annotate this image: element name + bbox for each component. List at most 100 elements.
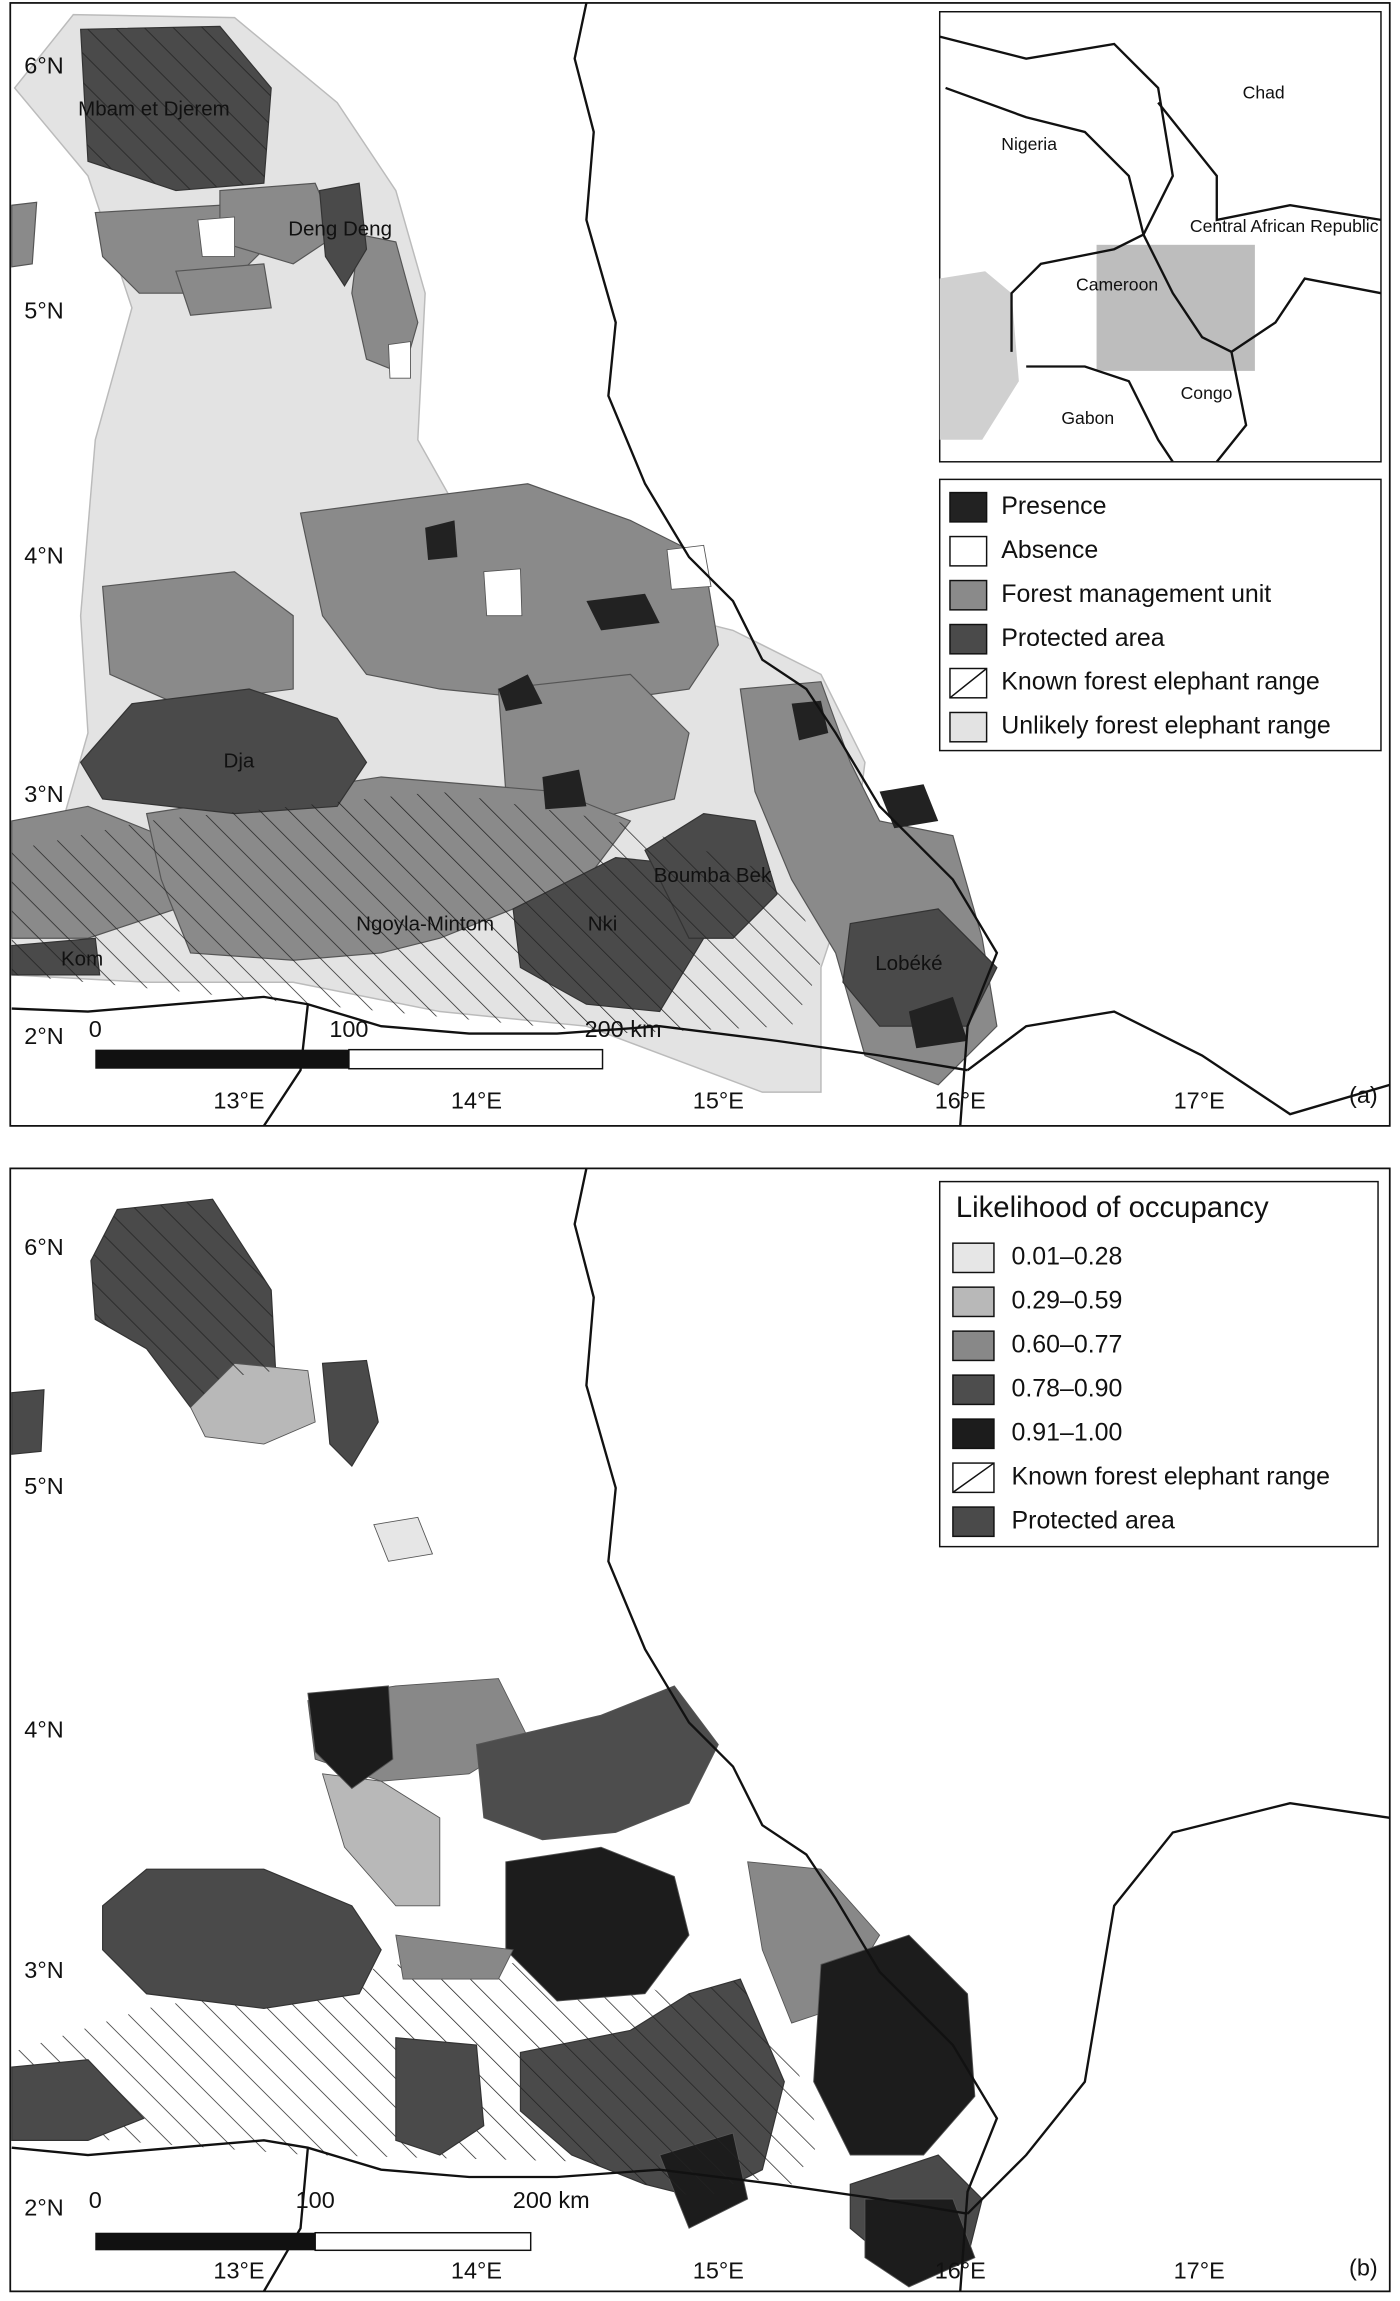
occupancy-units <box>190 1362 976 2288</box>
map-shape <box>373 1516 434 1562</box>
legend-swatch <box>952 1506 995 1538</box>
legend-label: Presence <box>1001 492 1106 520</box>
scale-segment <box>314 2231 532 2252</box>
lon-label: 13°E <box>213 2257 264 2283</box>
map-shape <box>879 784 939 829</box>
legend-swatch <box>949 579 988 611</box>
panel-frame <box>9 1167 1391 2293</box>
inset-label: Congo <box>1181 383 1233 403</box>
lon-label: 14°E <box>451 1088 502 1114</box>
place-label: Kom <box>61 948 103 971</box>
country-border <box>262 2147 310 2292</box>
scale-bar: 0 100 200 km <box>89 2187 590 2252</box>
legend-label: 0.91–1.00 <box>1012 1418 1123 1446</box>
lon-label: 17°E <box>1174 2257 1225 2283</box>
map-shape <box>586 593 660 631</box>
lat-label: 4°N <box>24 1717 63 1743</box>
inset-label: Nigeria <box>1001 134 1057 154</box>
lat-label: 5°N <box>24 297 63 323</box>
map-shape <box>321 1359 379 1467</box>
lon-label: 16°E <box>935 2257 986 2283</box>
map-shape <box>175 263 272 316</box>
lon-labels: 13°E 14°E 15°E 16°E 17°E <box>213 1088 1224 1114</box>
panel-label: (a) <box>1349 1082 1378 1108</box>
place-label: Dja <box>224 750 255 773</box>
elephant-range <box>80 26 272 191</box>
lat-label: 6°N <box>24 53 63 79</box>
scale-label: 200 km <box>585 1016 662 1042</box>
ocean <box>939 271 1019 440</box>
place-label: Deng Deng <box>288 218 392 241</box>
legend-label: Protected area <box>1001 624 1165 652</box>
place-label: Nki <box>588 912 618 935</box>
place-labels: Mbam et Djerem Deng Deng Dja Ngoyla-Mint… <box>61 97 943 975</box>
scale-label: 0 <box>89 1016 102 1042</box>
map-shape <box>307 1685 394 1790</box>
place-label: Mbam et Djerem <box>78 97 230 120</box>
map-shape <box>505 1846 690 2002</box>
legend-swatch <box>949 491 988 523</box>
lon-label: 15°E <box>693 1088 744 1114</box>
country-border <box>262 1004 310 1127</box>
map-shape <box>498 674 543 712</box>
lon-label: 15°E <box>693 2257 744 2283</box>
legend-label: Known forest elephant range <box>1001 668 1319 696</box>
scale-label: 100 <box>296 2187 335 2213</box>
map-shape <box>11 2059 145 2141</box>
lon-label: 13°E <box>213 1088 264 1114</box>
place-label: Ngoyla-Mintom <box>356 912 494 935</box>
legend-label: Protected area <box>1012 1506 1176 1534</box>
legend-label: 0.29–0.59 <box>1012 1286 1123 1314</box>
inset-border <box>1215 351 1248 463</box>
map-shape <box>475 1685 719 1841</box>
map-shape <box>395 1934 514 1980</box>
lat-labels: 6°N 5°N 4°N 3°N 2°N <box>24 53 63 1049</box>
map-shape <box>908 996 968 1049</box>
lat-label: 2°N <box>24 2194 63 2220</box>
map-shape <box>318 182 368 287</box>
inset-label: Cameroon <box>1076 275 1158 295</box>
presence-cells <box>425 520 968 1049</box>
legend-frame <box>938 1180 1379 1548</box>
panel-a: Mbam et Djerem Deng Deng Dja Ngoyla-Mint… <box>9 2 1391 1127</box>
legend-label: 0.01–0.28 <box>1012 1242 1123 1270</box>
legend-swatch <box>952 1374 995 1406</box>
legend-swatch <box>952 1242 995 1274</box>
country-border <box>573 2 999 1126</box>
legend-label: 0.60–0.77 <box>1012 1330 1123 1358</box>
map-shape <box>483 568 523 617</box>
lon-labels: 13°E 14°E 15°E 16°E 17°E <box>213 2257 1224 2283</box>
panel-frame <box>9 2 1391 1127</box>
legend-label: 0.78–0.90 <box>1012 1374 1123 1402</box>
legend: Presence Absence Forest management unit … <box>938 478 1382 752</box>
scale-label: 100 <box>329 1016 368 1042</box>
map-shape <box>321 1773 441 1907</box>
legend-swatch <box>949 535 988 567</box>
map-shape <box>425 520 458 561</box>
lat-label: 3°N <box>24 781 63 807</box>
lat-label: 2°N <box>24 1023 63 1049</box>
legend-swatch <box>949 711 988 743</box>
country-border <box>11 2139 968 2215</box>
map-shape <box>197 216 235 257</box>
map-shape <box>102 1868 382 2010</box>
legend-frame <box>938 478 1382 752</box>
lon-label: 14°E <box>451 2257 502 2283</box>
lat-label: 4°N <box>24 542 63 568</box>
map-shape <box>791 700 829 741</box>
scale-segment <box>348 1048 604 1070</box>
lat-label: 5°N <box>24 1473 63 1499</box>
legend: Likelihood of occupancy 0.01–0.28 0.29–0… <box>938 1180 1379 1548</box>
inset-border <box>1157 101 1382 222</box>
country-border <box>11 995 968 1072</box>
legend-label: Unlikely forest elephant range <box>1001 712 1331 740</box>
absence-cells <box>197 216 712 617</box>
lon-label: 17°E <box>1174 1088 1225 1114</box>
legend-swatch <box>952 1330 995 1362</box>
legend-swatch <box>952 1286 995 1318</box>
map-shape <box>11 201 38 268</box>
place-label: Lobéké <box>875 952 942 975</box>
scale-label: 0 <box>89 2187 102 2213</box>
legend-swatch <box>949 623 988 655</box>
